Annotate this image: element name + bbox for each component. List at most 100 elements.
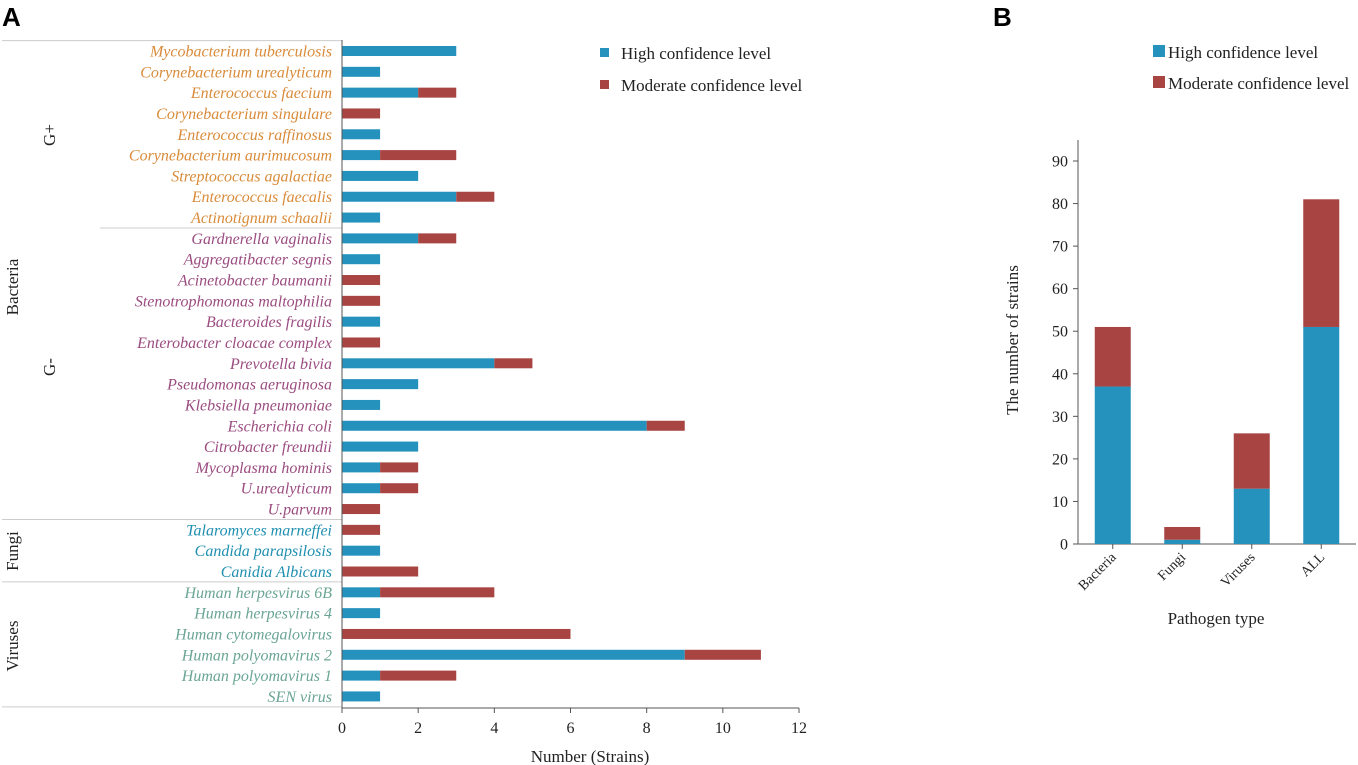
category-label: Human polyomavirus 1 <box>181 668 332 685</box>
category-label: U.parvum <box>268 502 332 519</box>
x-axis-title: Number (Strains) <box>531 747 650 765</box>
x-tick-label-b: Viruses <box>1218 550 1258 590</box>
bar-moderate <box>380 587 495 598</box>
bar-moderate <box>380 150 457 161</box>
category-label: Actinotignum schaalii <box>190 210 332 227</box>
category-label: Enterobacter cloacae complex <box>136 335 332 352</box>
bar-moderate <box>646 420 685 431</box>
bar-b-moderate <box>1094 326 1131 387</box>
bar-high <box>342 379 419 390</box>
category-label: U.urealyticum <box>241 481 332 498</box>
category-label: Pseudomonas aeruginosa <box>166 377 332 394</box>
group-label-fungi: Fungi <box>3 531 22 571</box>
group-label-viruses: Viruses <box>3 621 22 672</box>
y-tick-label-b: 30 <box>1052 409 1068 426</box>
bar-b-moderate <box>1233 433 1270 489</box>
group-dividers <box>2 40 342 708</box>
x-tick-labels-b: Bacteria Fungi Viruses ALL <box>1076 544 1328 594</box>
bar-high <box>342 608 381 619</box>
category-label: Canidia Albicans <box>221 564 332 581</box>
bar-moderate <box>342 295 381 306</box>
legend-b-swatch-high <box>1153 45 1165 57</box>
bar-high <box>342 691 381 702</box>
group-label-gram-positive: G+ <box>40 124 59 146</box>
category-label: Streptococcus agalactiae <box>171 168 332 185</box>
category-label: Human herpesvirus 4 <box>193 606 332 623</box>
category-label: SEN virus <box>268 689 332 706</box>
legend-label-high: High confidence level <box>621 44 771 63</box>
bar-high <box>342 420 647 431</box>
category-label: Aggregatibacter segnis <box>183 252 332 269</box>
panel-label-a: A <box>2 2 21 32</box>
bar-b-high <box>1164 539 1201 544</box>
bar-moderate <box>456 191 495 202</box>
category-label: Escherichia coli <box>227 418 332 435</box>
category-label: Acinetobacter baumanii <box>177 273 332 290</box>
bar-high <box>342 170 419 181</box>
category-label: Talaromyces marneffei <box>186 522 332 539</box>
bar-moderate <box>342 275 381 286</box>
legend-b: High confidence level Moderate confidenc… <box>1153 43 1350 93</box>
legend-swatch-moderate <box>600 80 609 89</box>
y-tick-label-b: 80 <box>1052 196 1068 213</box>
bar-high <box>342 462 381 473</box>
bar-high <box>342 129 381 140</box>
bar-moderate <box>494 358 533 369</box>
x-tick-label: 12 <box>791 720 807 737</box>
group-label-gram-negative: G- <box>40 358 59 376</box>
bar-moderate <box>380 462 419 473</box>
y-tick-label-b: 90 <box>1052 154 1068 171</box>
bar-high <box>342 358 495 369</box>
category-label: Corynebacterium singulare <box>156 106 332 123</box>
legend-b-swatch-moderate <box>1153 76 1165 88</box>
bars-b <box>1094 199 1340 544</box>
bar-moderate <box>342 337 381 348</box>
category-label: Bacteroides fragilis <box>206 314 332 331</box>
x-tick-label: 0 <box>338 720 346 737</box>
x-tick-label: 8 <box>643 720 651 737</box>
category-label: Enterococcus faecium <box>190 85 332 102</box>
bar-moderate <box>380 670 457 681</box>
y-tick-label-b: 60 <box>1052 281 1068 298</box>
category-label: Corynebacterium aurimucosum <box>129 148 332 165</box>
legend-label-moderate: Moderate confidence level <box>621 76 803 95</box>
bar-high <box>342 46 457 56</box>
bar-high <box>342 66 381 77</box>
category-label: Prevotella bivia <box>229 356 332 373</box>
y-tick-label-b: 70 <box>1052 239 1068 256</box>
category-label: Enterococcus faecalis <box>191 189 332 206</box>
bar-high <box>342 649 685 660</box>
category-label: Mycobacterium tuberculosis <box>149 44 332 61</box>
bar-high <box>342 670 381 681</box>
category-label: Mycoplasma hominis <box>195 460 332 477</box>
legend: High confidence level Moderate confidenc… <box>600 44 803 95</box>
bar-moderate <box>342 524 381 535</box>
category-label: Gardnerella vaginalis <box>191 231 332 248</box>
x-tick-label: 2 <box>414 720 422 737</box>
bar-b-high <box>1233 488 1270 544</box>
bar-moderate <box>342 504 381 515</box>
y-tick-label-b: 20 <box>1052 451 1068 468</box>
y-tick-label-b: 0 <box>1060 537 1068 554</box>
bar-moderate <box>380 483 419 494</box>
x-tick-label-b: Fungi <box>1155 550 1189 584</box>
bar-high <box>342 316 381 327</box>
bar-high <box>342 483 381 494</box>
x-tick-label: 4 <box>490 720 498 737</box>
legend-b-label-moderate: Moderate confidence level <box>1168 74 1350 93</box>
y-axis-title-b: The number of strains <box>1003 265 1022 415</box>
panel-a-chart: Bacteria G+ G- Fungi Viruses Mycobacteri… <box>2 40 807 765</box>
legend-b-label-high: High confidence level <box>1168 43 1318 62</box>
panel-b-chart: High confidence level Moderate confidenc… <box>1003 43 1356 628</box>
category-label: Candida parapsilosis <box>195 543 332 560</box>
bar-high <box>342 191 457 202</box>
bar-moderate <box>418 87 457 98</box>
bar-high <box>342 441 419 452</box>
bar-b-high <box>1303 326 1340 544</box>
category-label: Human cytomegalovirus <box>174 626 332 643</box>
x-axis: 0 2 4 6 8 10 12 <box>338 40 807 737</box>
category-labels: Mycobacterium tuberculosis Corynebacteriu… <box>129 44 332 706</box>
category-label: Stenotrophomonas maltophilia <box>135 293 332 310</box>
panel-label-b: B <box>993 2 1012 32</box>
